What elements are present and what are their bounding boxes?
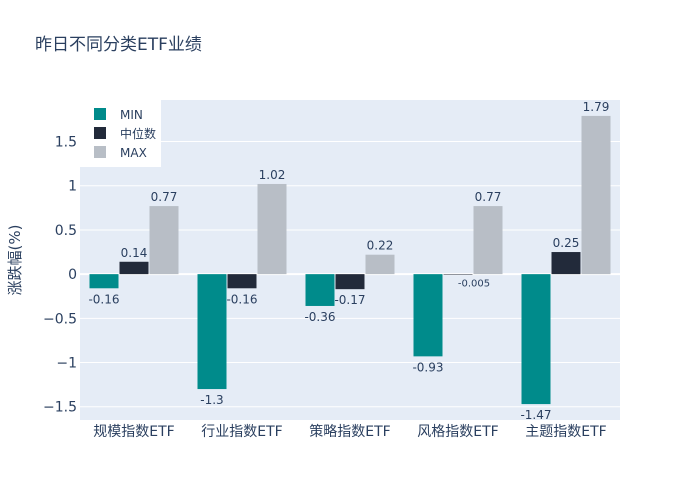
data-label: 0.77 [475,190,502,204]
data-label: -0.17 [334,293,365,307]
y-tick-label: −0.5 [43,311,77,327]
legend-swatch [94,127,106,139]
bar-min [521,274,551,405]
bar-中位数 [443,274,473,275]
legend-swatch [94,146,106,158]
data-label: -0.005 [458,279,490,290]
legend-swatch [94,108,106,120]
data-label: -0.16 [88,292,119,306]
y-tick-label: 0.5 [55,223,77,239]
bar-max [581,115,611,275]
data-label: 1.02 [259,168,286,182]
bar-min [413,274,443,357]
bar-中位数 [335,274,365,290]
data-label: -0.36 [304,310,335,324]
legend-label: MIN [120,108,143,122]
data-label: 0.22 [367,239,394,253]
data-label: 0.14 [121,246,148,260]
bar-max [257,183,287,275]
x-tick-label: 风格指数ETF [417,424,498,440]
y-tick-label: −1 [56,356,77,372]
y-axis-label: 涨跌幅(%) [6,225,24,296]
bar-中位数 [227,274,257,289]
bar-max [365,254,395,275]
bar-中位数 [119,261,149,275]
legend-label: MAX [120,146,147,160]
data-label: 1.79 [583,100,610,114]
x-tick-label: 策略指数ETF [309,423,390,440]
data-label: -1.3 [200,393,223,407]
bar-max [149,206,179,275]
x-tick-label: 规模指数ETF [93,424,174,440]
data-label: -0.16 [226,292,257,306]
y-tick-label: 0 [68,267,77,283]
y-tick-label: 1.5 [55,135,77,151]
legend-label: 中位数 [120,126,156,141]
data-label: -1.47 [520,408,551,422]
legend-box [80,100,161,167]
data-label: 0.77 [151,190,178,204]
y-tick-label: 1 [68,179,77,195]
bar-max [473,206,503,275]
data-label: 0.25 [553,236,580,250]
bar-中位数 [551,252,581,275]
bar-min [305,274,335,306]
y-tick-label: −1.5 [43,400,77,416]
chart-title: 昨日不同分类ETF业绩 [35,35,202,55]
data-label: -0.93 [412,360,443,374]
bar-min [197,274,227,390]
x-tick-label: 主题指数ETF [525,424,606,440]
bar-min [89,274,119,289]
x-tick-label: 行业指数ETF [201,424,282,440]
